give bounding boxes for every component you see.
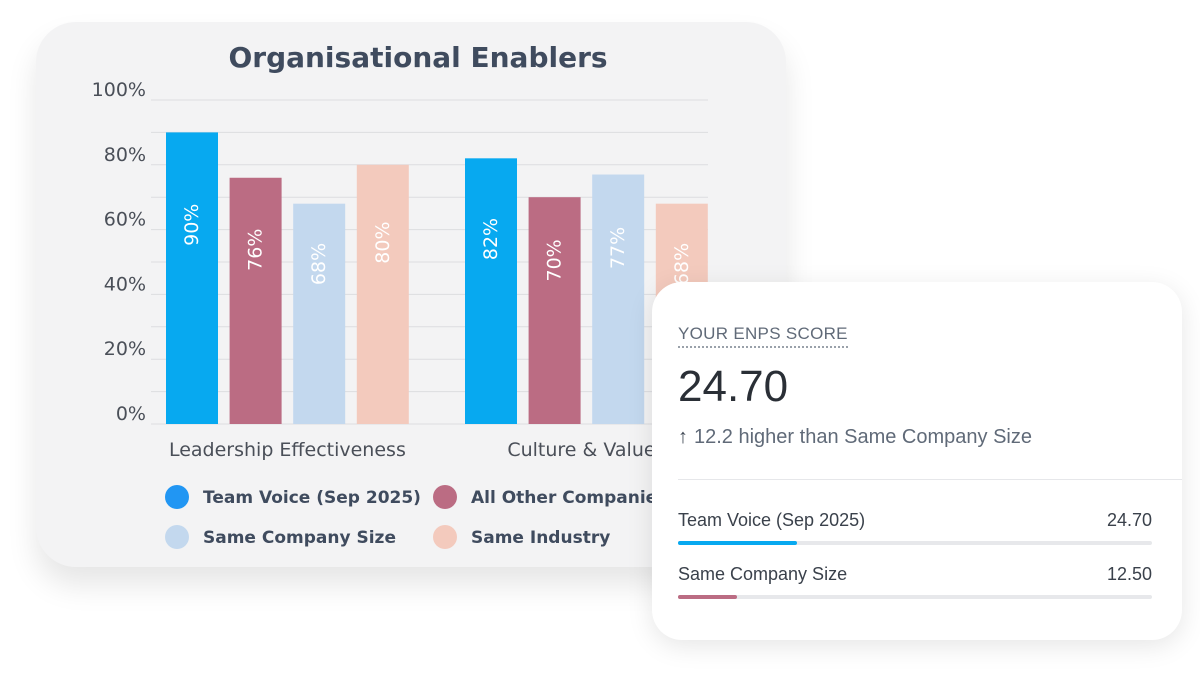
enps-row-team-voice: Team Voice (Sep 2025) 24.70: [678, 510, 1152, 550]
bar-data-label: 70%: [544, 239, 566, 281]
enps-row-value: 24.70: [1106, 510, 1152, 530]
bar: [293, 203, 346, 424]
enps-heading: YOUR ENPS SCORE: [678, 324, 848, 348]
divider: [678, 479, 1182, 480]
bar: [465, 158, 517, 424]
bar-data-label: 90%: [181, 204, 203, 246]
enps-row-same-company-size: Same Company Size 12.50: [678, 564, 1152, 604]
enps-row-label: Same Company Size: [678, 564, 848, 584]
legend-label: Same Company Size: [203, 528, 396, 548]
x-axis-categories: Leadership Effectiveness Culture & Values: [169, 439, 666, 461]
legend-swatch: [433, 485, 457, 509]
arrow-up-icon: ↑: [678, 426, 688, 448]
bar-data-label: 68%: [671, 243, 693, 285]
chart-title: Organisational Enablers: [228, 41, 607, 74]
legend-swatch: [165, 485, 189, 509]
y-tick-label: 40%: [104, 273, 146, 295]
legend-swatch: [165, 525, 189, 549]
legend-label: Same Industry: [471, 528, 610, 548]
enps-card: YOUR ENPS SCORE 24.70 ↑ 12.2 higher than …: [652, 282, 1182, 640]
enps-delta: ↑ 12.2 higher than Same Company Size: [678, 426, 1032, 449]
y-tick-label: 100%: [92, 79, 146, 101]
enps-row-label: Team Voice (Sep 2025): [678, 510, 866, 530]
progress-track: [678, 541, 1152, 545]
legend-swatch: [433, 525, 457, 549]
bar-data-label: 68%: [308, 243, 330, 285]
x-category-label: Leadership Effectiveness: [169, 439, 406, 461]
bar-data-label: 82%: [480, 218, 502, 260]
bar-data-label: 76%: [245, 229, 267, 271]
y-tick-label: 80%: [104, 144, 146, 166]
bar: [229, 177, 282, 424]
y-tick-label: 20%: [104, 338, 146, 360]
y-tick-label: 0%: [116, 403, 146, 425]
bar-data-label: 77%: [607, 227, 629, 269]
bar: [166, 132, 218, 424]
progress-fill: [678, 595, 738, 599]
enps-score: 24.70: [678, 362, 789, 411]
legend-label: All Other Companies: [471, 488, 667, 508]
enps-row-value: 12.50: [1106, 564, 1152, 584]
y-tick-label: 60%: [104, 209, 146, 231]
legend-label: Team Voice (Sep 2025): [203, 488, 421, 508]
bar: [356, 164, 409, 425]
enps-delta-text: 12.2 higher than Same Company Size: [694, 426, 1032, 448]
legend: Team Voice (Sep 2025) All Other Companies…: [165, 485, 667, 549]
x-category-label: Culture & Values: [507, 439, 665, 461]
bars: 90% 76% 68% 80% 82% 70% 77% 68%: [166, 132, 708, 425]
bar: [528, 197, 581, 424]
y-axis-ticks: 0% 20% 40% 60% 80% 100%: [92, 79, 146, 425]
progress-track: [678, 595, 1152, 599]
progress-fill: [678, 541, 797, 545]
bar-data-label: 80%: [372, 221, 394, 263]
bar: [592, 174, 645, 424]
